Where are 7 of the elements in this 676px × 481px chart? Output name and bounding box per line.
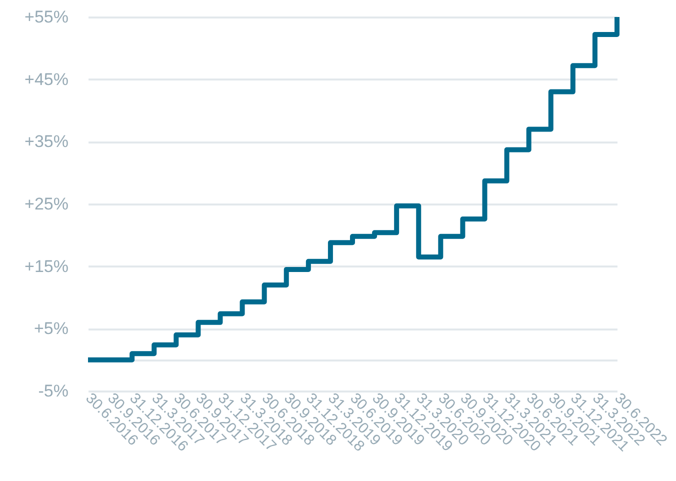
y-tick-label: +55%: [24, 8, 68, 26]
y-tick-label: +5%: [34, 319, 68, 338]
y-tick-label: +25%: [24, 194, 68, 214]
y-tick-label: +15%: [24, 256, 68, 276]
y-tick-label: +45%: [24, 70, 68, 89]
y-tick-label: -5%: [38, 382, 68, 400]
y-tick-label: +35%: [24, 132, 68, 152]
